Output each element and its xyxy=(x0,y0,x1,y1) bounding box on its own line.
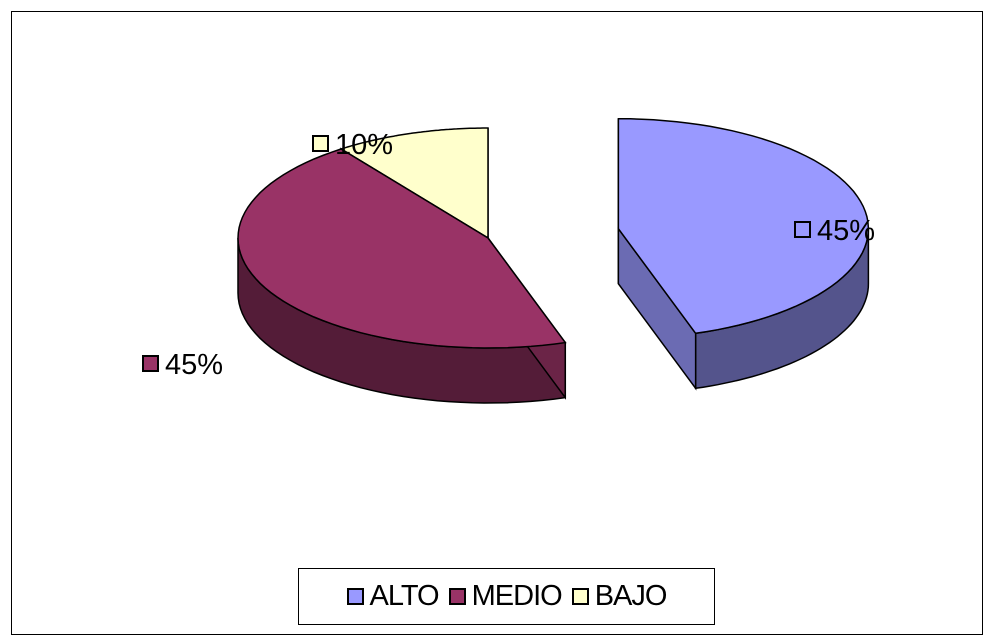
pie-slice-bajo xyxy=(339,127,489,240)
data-label-medio: 45% xyxy=(165,349,223,381)
data-label-swatch-medio xyxy=(142,355,159,372)
data-label-alto: 45% xyxy=(817,215,875,247)
legend-swatch-bajo xyxy=(571,588,589,605)
legend-item-medio: MEDIO xyxy=(448,580,563,613)
data-label-bajo: 10% xyxy=(335,129,393,161)
legend-swatch-alto xyxy=(346,588,364,605)
legend-label-alto: ALTO xyxy=(369,580,440,612)
data-label-swatch-bajo xyxy=(312,135,329,152)
data-label-swatch-alto xyxy=(794,221,811,238)
legend-label-medio: MEDIO xyxy=(471,580,563,612)
legend-swatch-medio xyxy=(448,588,466,605)
pie-slice-alto xyxy=(617,117,870,335)
pie-slice-medio xyxy=(237,148,567,349)
chart-legend: ALTO MEDIO BAJO xyxy=(298,568,715,625)
legend-item-bajo: BAJO xyxy=(571,580,668,613)
legend-label-bajo: BAJO xyxy=(594,580,668,612)
legend-item-alto: ALTO xyxy=(346,580,440,613)
